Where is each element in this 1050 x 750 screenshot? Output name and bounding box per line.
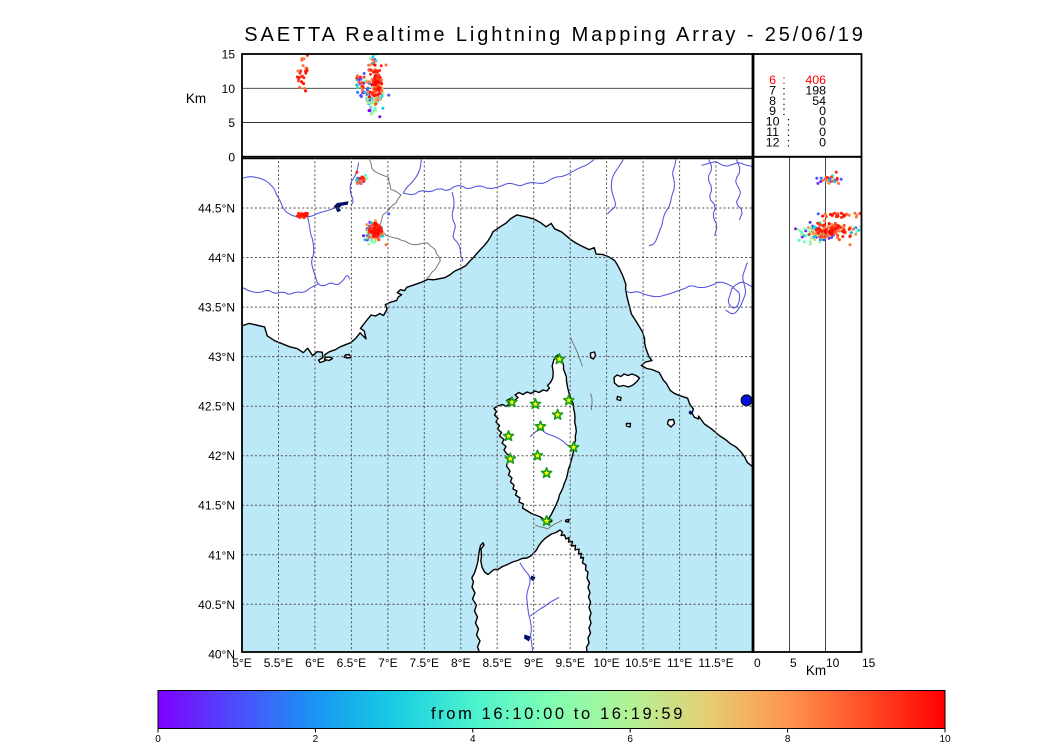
svg-text:0: 0: [819, 115, 826, 129]
svg-text:406: 406: [805, 73, 826, 87]
svg-text:15: 15: [222, 48, 236, 62]
svg-text:11.5°E: 11.5°E: [698, 656, 733, 670]
svg-text:198: 198: [805, 83, 826, 97]
svg-text:10: 10: [939, 734, 951, 745]
svg-text:40°N: 40°N: [208, 647, 235, 661]
svg-text:43.5°N: 43.5°N: [198, 301, 235, 315]
svg-text:0: 0: [155, 734, 161, 745]
svg-text:44°N: 44°N: [208, 251, 235, 265]
svg-text::: :: [782, 73, 785, 87]
svg-text:15: 15: [862, 656, 876, 670]
svg-text:0: 0: [754, 656, 761, 670]
svg-text:8: 8: [769, 94, 776, 108]
svg-text:Km: Km: [806, 663, 826, 678]
svg-text:7°E: 7°E: [378, 656, 397, 670]
svg-text:44.5°N: 44.5°N: [198, 202, 235, 216]
svg-text:6: 6: [627, 734, 633, 745]
svg-text:6: 6: [769, 73, 776, 87]
svg-text:0: 0: [228, 150, 235, 164]
svg-text:7: 7: [769, 83, 776, 97]
svg-text:9: 9: [769, 104, 776, 118]
svg-text:10: 10: [222, 82, 236, 96]
svg-text::: :: [782, 83, 785, 97]
svg-text:6°E: 6°E: [305, 656, 324, 670]
svg-text:54: 54: [812, 94, 826, 108]
svg-text:42°N: 42°N: [208, 449, 235, 463]
svg-text::: :: [782, 94, 785, 108]
svg-text:10.5°E: 10.5°E: [625, 656, 661, 670]
svg-text::: :: [787, 135, 790, 149]
svg-text:0: 0: [819, 104, 826, 118]
svg-text:9.5°E: 9.5°E: [555, 656, 584, 670]
svg-text:SAETTA Realtime Lightning Mapp: SAETTA Realtime Lightning Mapping Array …: [244, 24, 866, 46]
svg-text:8.5°E: 8.5°E: [482, 656, 511, 670]
svg-text:8: 8: [785, 734, 791, 745]
svg-text:42.5°N: 42.5°N: [198, 400, 235, 414]
svg-text::: :: [787, 125, 790, 139]
svg-text:10: 10: [826, 656, 840, 670]
svg-text:2: 2: [313, 734, 319, 745]
svg-text:5°E: 5°E: [232, 656, 251, 670]
svg-text:41°N: 41°N: [208, 548, 235, 562]
svg-text:Km: Km: [186, 91, 206, 106]
svg-text::: :: [782, 104, 785, 118]
svg-text:7.5°E: 7.5°E: [410, 656, 439, 670]
svg-text:5.5°E: 5.5°E: [264, 656, 293, 670]
svg-text::: :: [787, 115, 790, 129]
svg-text:4: 4: [470, 734, 476, 745]
svg-text:11°E: 11°E: [667, 656, 692, 670]
svg-text:10°E: 10°E: [594, 656, 620, 670]
svg-text:43°N: 43°N: [208, 350, 235, 364]
svg-text:10: 10: [766, 115, 780, 129]
svg-text:11: 11: [766, 125, 779, 139]
svg-text:41.5°N: 41.5°N: [198, 499, 235, 513]
svg-text:40.5°N: 40.5°N: [198, 598, 235, 612]
svg-text:5: 5: [790, 656, 797, 670]
svg-text:8°E: 8°E: [451, 656, 470, 670]
svg-text:9°E: 9°E: [524, 656, 543, 670]
svg-text:5: 5: [228, 116, 235, 130]
svg-text:0: 0: [819, 125, 826, 139]
svg-text:6.5°E: 6.5°E: [337, 656, 366, 670]
svg-text:12: 12: [766, 135, 780, 149]
svg-text:from 16:10:00 to 16:19:59: from 16:10:00 to 16:19:59: [431, 705, 685, 723]
svg-text:0: 0: [819, 135, 826, 149]
